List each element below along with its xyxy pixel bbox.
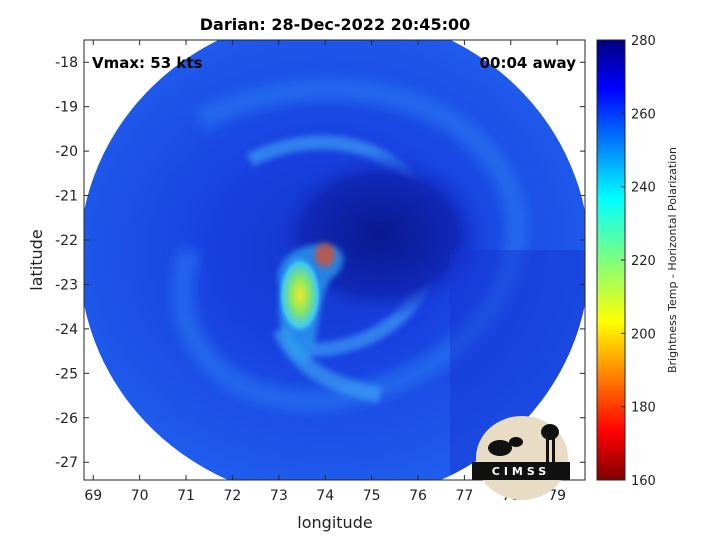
plot-area xyxy=(84,40,585,480)
warm-spot xyxy=(315,243,335,267)
x-tick-label: 79 xyxy=(548,488,566,504)
y-tick-label: -26 xyxy=(55,411,78,427)
x-tick-label: 75 xyxy=(363,488,381,504)
y-tick-label: -23 xyxy=(55,277,78,293)
y-tick-label: -20 xyxy=(55,144,78,160)
outer-rainband xyxy=(171,78,528,412)
y-tick-label: -21 xyxy=(55,189,78,205)
colorbar-tick-label: 220 xyxy=(631,254,656,269)
convective-core xyxy=(278,255,322,335)
time-offset-annotation: 00:04 away xyxy=(480,54,577,72)
colorbar-tick-label: 180 xyxy=(631,401,656,416)
small-dish-icon xyxy=(509,437,523,447)
x-tick-label: 74 xyxy=(316,488,334,504)
colorbar: 160 180 200 220 240 260 280 Brightness Temp - … xyxy=(596,34,679,489)
y-axis: -18 -19 -20 -21 -22 -23 -24 -25 -26 -27 xyxy=(55,55,585,471)
y-tick-label: -18 xyxy=(55,55,78,71)
satellite-dish-icon xyxy=(488,440,512,456)
vmax-annotation: Vmax: 53 kts xyxy=(92,54,202,72)
cimss-logo: CIMSS xyxy=(472,416,570,500)
logo-banner xyxy=(472,462,570,480)
logo-text: CIMSS xyxy=(492,465,550,478)
x-axis: 6970717273747576777879 xyxy=(84,40,566,504)
y-tick-label: -25 xyxy=(55,366,78,382)
water-tower-icon xyxy=(541,424,559,440)
x-tick-label: 69 xyxy=(84,488,102,504)
plot-frame xyxy=(83,39,586,481)
colorbar-ticks: 160 180 200 220 240 260 280 xyxy=(621,34,656,489)
microwave-swath xyxy=(84,40,585,480)
x-tick-label: 71 xyxy=(177,488,195,504)
x-tick-label: 70 xyxy=(131,488,149,504)
x-tick-label: 77 xyxy=(455,488,473,504)
tower-leg-icon xyxy=(552,438,555,464)
colorbar-scale xyxy=(596,39,626,481)
colorbar-tick-label: 240 xyxy=(631,181,656,196)
x-tick-label: 76 xyxy=(409,488,427,504)
y-axis-label: latitude xyxy=(27,229,46,290)
chart-title: Darian: 28-Dec-2022 20:45:00 xyxy=(200,15,470,34)
colorbar-label: Brightness Temp - Horizontal Polarizatio… xyxy=(666,147,679,373)
x-tick-label: 73 xyxy=(270,488,288,504)
colorbar-tick-label: 280 xyxy=(631,34,656,49)
colorbar-tick-label: 160 xyxy=(631,474,656,489)
x-tick-label: 72 xyxy=(224,488,242,504)
colorbar-tick-label: 260 xyxy=(631,107,656,122)
tower-leg-icon xyxy=(546,438,549,464)
y-tick-label: -24 xyxy=(55,322,78,338)
y-tick-label: -19 xyxy=(55,100,78,116)
y-tick-label: -22 xyxy=(55,233,78,249)
colorbar-tick-label: 200 xyxy=(631,327,656,342)
y-tick-label: -27 xyxy=(55,455,78,471)
x-axis-label: longitude xyxy=(297,513,372,532)
